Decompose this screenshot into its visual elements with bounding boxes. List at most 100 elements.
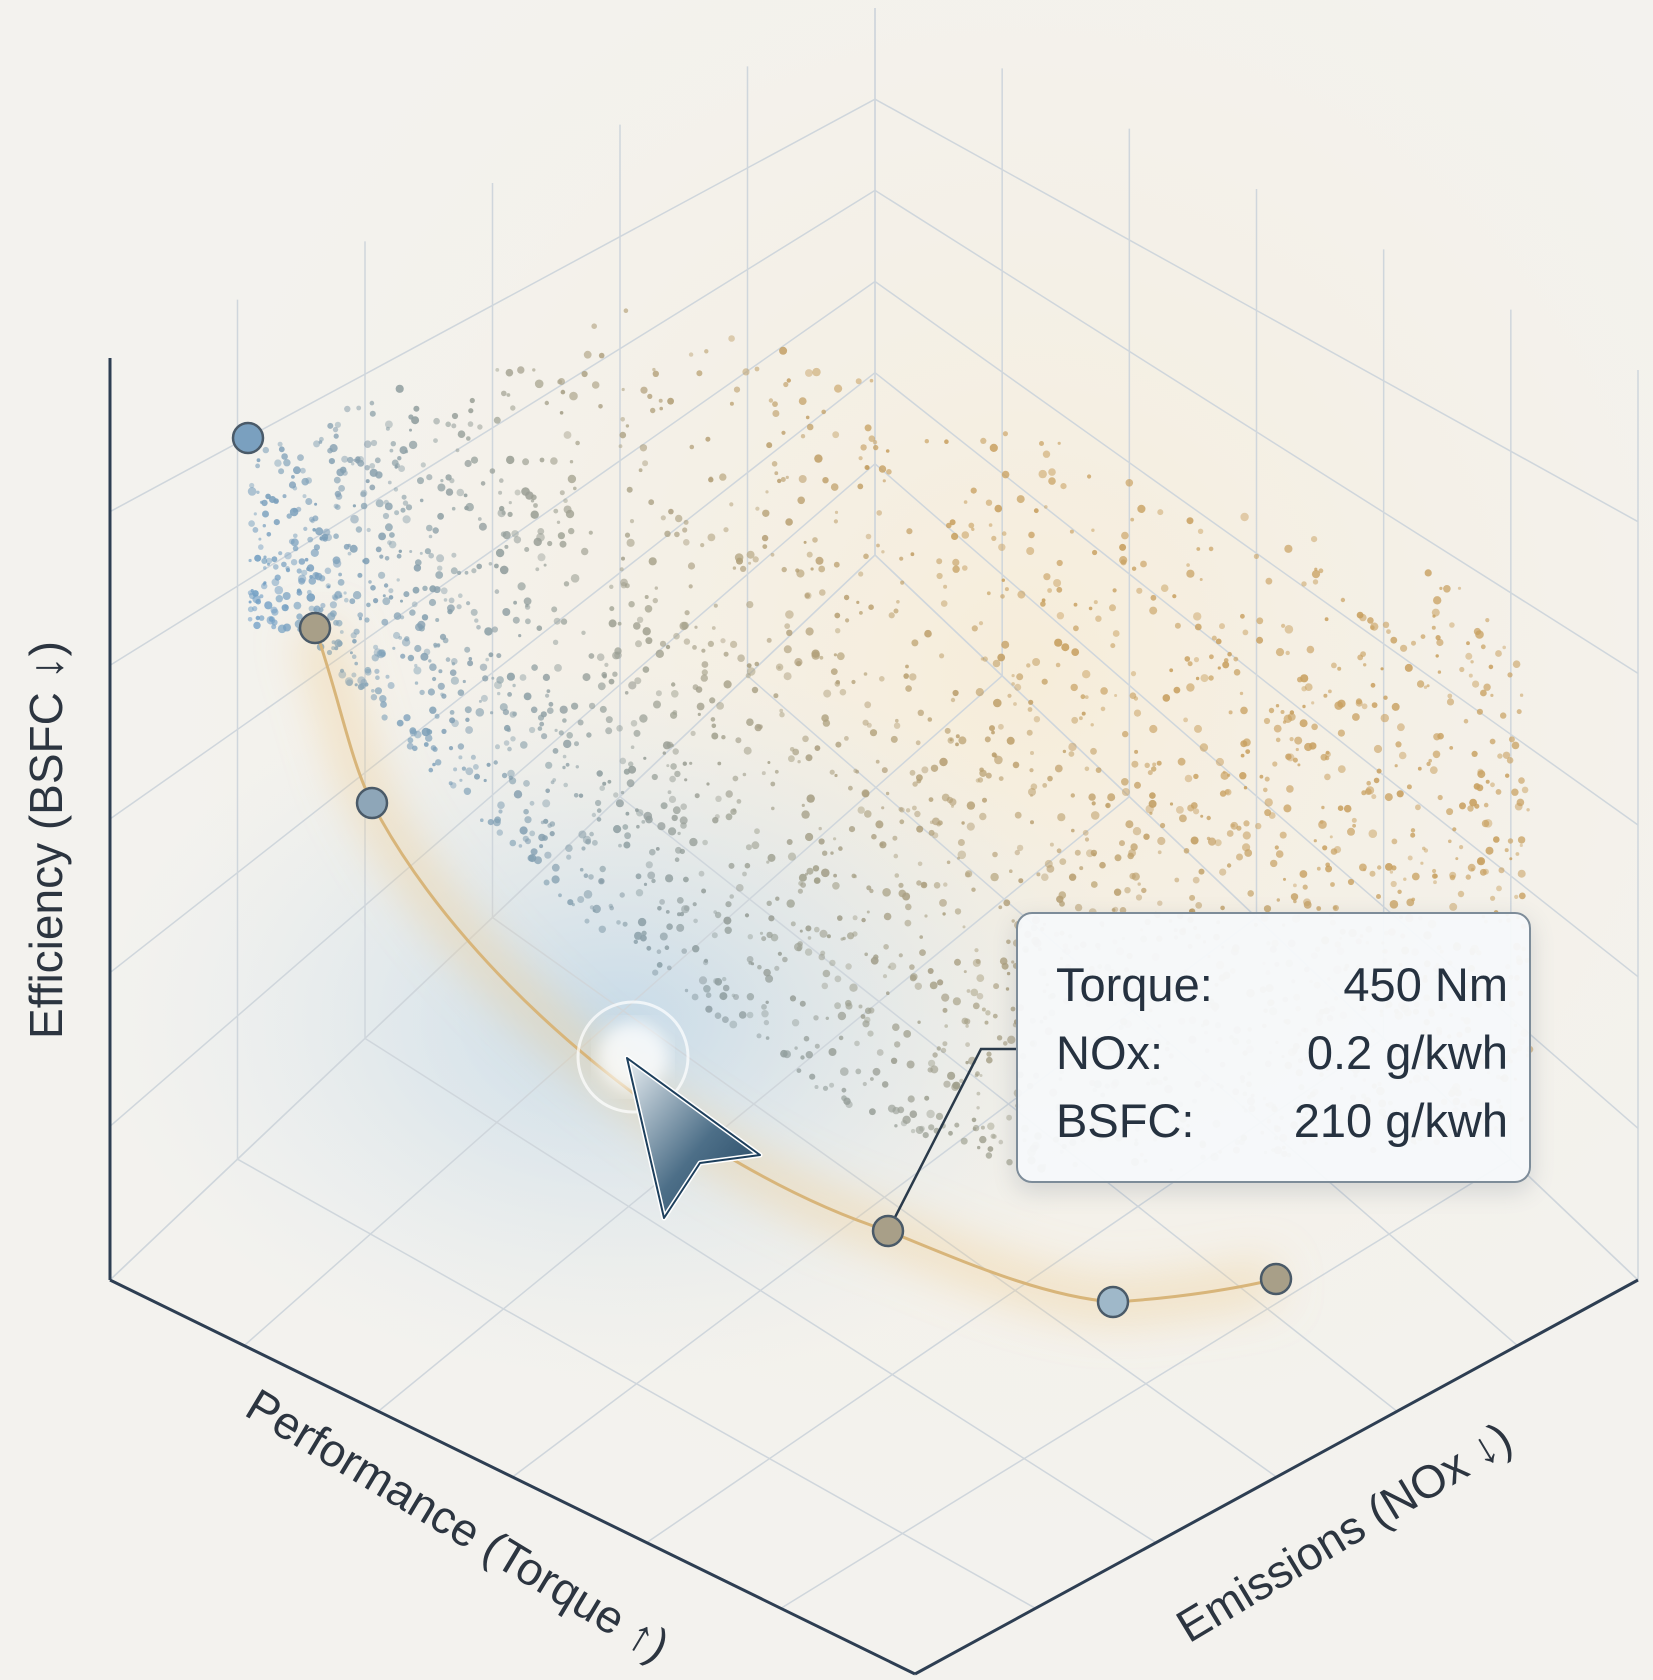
- cloud-point: [491, 626, 498, 633]
- cloud-point: [1324, 773, 1331, 781]
- cloud-point: [679, 816, 688, 825]
- cloud-point: [881, 767, 888, 774]
- cloud-point: [707, 533, 716, 542]
- cloud-point: [829, 769, 835, 775]
- cloud-point: [637, 917, 647, 927]
- cloud-point: [1508, 736, 1515, 743]
- tooltip-value: 450 Nm: [1343, 957, 1508, 1011]
- cloud-point: [985, 499, 993, 506]
- cloud-point: [1145, 804, 1154, 814]
- cloud-point: [783, 1050, 791, 1059]
- cloud-point: [833, 653, 838, 657]
- cloud-point: [1449, 902, 1458, 911]
- cloud-point: [501, 510, 506, 516]
- cloud-point: [1279, 831, 1287, 839]
- cloud-point: [1184, 774, 1193, 783]
- cloud-point: [1006, 971, 1011, 976]
- cloud-point: [939, 899, 947, 907]
- cloud-point: [1526, 808, 1530, 812]
- cloud-point: [558, 730, 564, 736]
- cloud-point: [349, 544, 358, 553]
- cloud-point: [1457, 890, 1465, 898]
- cloud-point: [1423, 848, 1429, 853]
- cloud-point: [437, 483, 446, 492]
- cloud-point: [332, 556, 341, 565]
- cloud-point: [861, 917, 866, 923]
- cloud-point: [873, 444, 879, 451]
- cloud-point: [724, 926, 732, 934]
- cloud-point: [803, 1035, 810, 1042]
- cloud-point: [1144, 762, 1150, 768]
- cloud-point: [592, 839, 598, 846]
- grid-line: [874, 189, 1639, 674]
- cloud-point: [881, 550, 885, 554]
- cloud-point: [1005, 987, 1010, 991]
- cloud-point: [468, 657, 473, 661]
- cloud-point: [714, 978, 723, 986]
- cloud-point: [613, 792, 619, 798]
- cloud-point: [620, 790, 625, 795]
- cloud-point: [470, 456, 479, 464]
- cloud-point: [532, 368, 536, 372]
- cloud-point: [451, 719, 459, 728]
- cloud-point: [1041, 678, 1048, 685]
- cloud-point: [1010, 1006, 1016, 1012]
- cloud-point: [933, 882, 941, 889]
- cloud-point: [496, 676, 504, 684]
- cloud-point: [1485, 618, 1490, 623]
- cloud-point: [1263, 717, 1271, 725]
- cloud-point: [830, 483, 839, 491]
- cloud-point: [1400, 644, 1408, 652]
- cloud-point: [1433, 596, 1442, 605]
- cloud-point: [674, 770, 681, 778]
- cloud-point: [1113, 888, 1122, 896]
- cloud-point: [1214, 839, 1222, 847]
- cloud-point: [558, 893, 562, 898]
- cloud-point: [1311, 570, 1321, 579]
- cloud-point: [464, 706, 472, 714]
- cloud-point: [813, 877, 821, 884]
- cloud-point: [1068, 742, 1077, 752]
- cloud-point: [1452, 827, 1457, 832]
- cloud-point: [777, 478, 782, 484]
- cloud-point: [840, 1067, 849, 1076]
- cloud-point: [1373, 777, 1380, 784]
- cloud-point: [630, 720, 638, 727]
- cloud-point: [509, 839, 517, 847]
- cloud-point: [466, 601, 471, 606]
- cloud-point: [435, 618, 440, 622]
- cloud-point: [875, 759, 880, 764]
- cloud-point: [266, 532, 272, 537]
- cloud-point: [506, 393, 511, 397]
- cloud-point: [313, 440, 321, 448]
- cloud-point: [1343, 804, 1352, 813]
- cloud-point: [1112, 588, 1117, 593]
- cloud-point: [1476, 708, 1483, 715]
- cloud-point: [393, 612, 402, 620]
- cloud-point: [916, 825, 924, 833]
- cloud-point: [728, 862, 735, 869]
- cloud-point: [1368, 829, 1378, 838]
- cloud-point: [984, 1020, 989, 1025]
- cloud-point: [450, 676, 459, 685]
- cloud-point: [746, 1011, 754, 1019]
- cloud-point: [1228, 710, 1233, 715]
- cloud-point: [537, 553, 546, 562]
- cloud-point: [652, 597, 658, 604]
- cloud-point: [1403, 877, 1407, 881]
- cloud-point: [1429, 766, 1438, 774]
- cloud-point: [838, 1035, 844, 1041]
- cloud-point: [450, 567, 458, 575]
- cloud-point: [910, 1128, 916, 1134]
- cloud-point: [737, 654, 745, 662]
- cloud-point: [1465, 652, 1473, 660]
- cloud-point: [261, 499, 268, 507]
- cloud-point: [1209, 654, 1214, 660]
- cloud-point: [864, 1016, 871, 1024]
- cloud-point: [746, 550, 755, 559]
- cloud-point: [1449, 622, 1455, 628]
- cloud-point: [1109, 604, 1116, 612]
- tooltip-leader-line: [886, 1047, 1016, 1232]
- cloud-point: [423, 742, 429, 747]
- grid-line: [874, 98, 1639, 523]
